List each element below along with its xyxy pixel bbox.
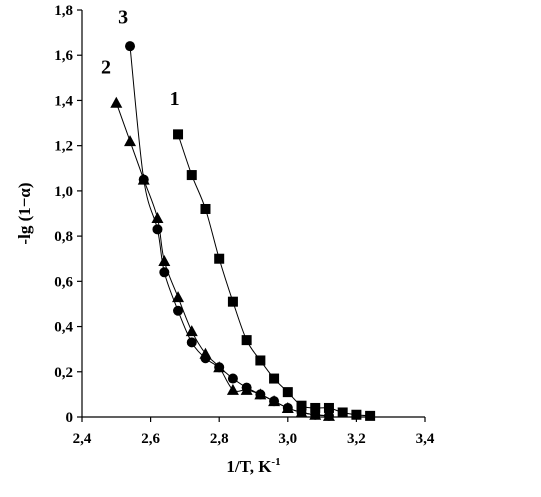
- data-point-square: [269, 373, 280, 384]
- data-point-circle: [159, 267, 170, 278]
- series-label: 3: [118, 7, 128, 29]
- data-point-circle: [186, 337, 197, 348]
- data-point-triangle: [185, 325, 198, 337]
- series-3: [125, 41, 334, 421]
- data-point-square: [310, 402, 321, 413]
- series-1: [173, 129, 376, 421]
- data-point-square: [214, 253, 225, 264]
- data-point-square: [351, 409, 362, 420]
- data-point-circle: [241, 382, 252, 393]
- y-axis-title: -lg (1−α): [15, 182, 34, 244]
- data-point-square: [296, 400, 307, 411]
- data-point-circle: [282, 402, 293, 413]
- data-point-circle: [323, 410, 334, 421]
- x-tick-label: 2,4: [73, 431, 92, 447]
- data-point-circle: [138, 174, 149, 185]
- x-tick-label: 2,8: [210, 431, 229, 447]
- x-tick-label: 2,6: [141, 431, 160, 447]
- x-axis-title-superscript: -1: [271, 456, 280, 468]
- data-point-triangle: [124, 135, 137, 147]
- data-point-circle: [200, 353, 211, 364]
- data-point-square: [365, 410, 376, 421]
- data-point-triangle: [158, 254, 171, 266]
- y-tick-label: 1,6: [54, 48, 73, 64]
- x-axis-title-text: 1/T, K: [226, 457, 272, 476]
- data-point-square: [323, 402, 334, 413]
- data-point-square: [337, 407, 348, 418]
- data-point-circle: [125, 41, 136, 52]
- data-point-circle: [310, 409, 321, 420]
- data-point-square: [186, 170, 197, 181]
- data-point-square: [282, 387, 293, 398]
- y-tick-label: 0,4: [54, 320, 73, 336]
- x-tick-label: 3,0: [278, 431, 297, 447]
- data-point-square: [200, 203, 211, 214]
- data-point-square: [227, 296, 238, 307]
- data-point-circle: [296, 407, 307, 418]
- data-point-triangle: [172, 291, 185, 303]
- data-point-square: [173, 129, 184, 140]
- x-tick-label: 3,4: [416, 431, 435, 447]
- data-point-circle: [214, 362, 225, 373]
- y-tick-label: 0,6: [54, 274, 73, 290]
- data-point-circle: [227, 373, 238, 384]
- y-tick-label: 0,2: [54, 365, 73, 381]
- y-tick-label: 1,4: [54, 93, 73, 109]
- series-label: 2: [101, 56, 111, 78]
- x-axis-title: 1/T, K-1: [226, 456, 280, 476]
- axes-layer: 0 0,2 0,4 0,6 0,8 1,0 1,2 1,4 1,6 1,8 2,4 2,6 2,8 3,0…: [15, 3, 435, 476]
- data-point-square: [241, 335, 252, 346]
- data-point-triangle: [151, 212, 164, 224]
- data-point-circle: [269, 396, 280, 407]
- y-tick-label: 0,8: [54, 229, 73, 245]
- y-tick-label: 1,0: [54, 184, 73, 200]
- labels-layer: 1 2 3: [101, 7, 180, 110]
- y-tick-label: 0: [66, 410, 74, 426]
- data-point-square: [255, 355, 266, 366]
- y-tick-label: 1,8: [54, 3, 73, 19]
- series-layer: [110, 41, 376, 421]
- data-point-circle: [152, 224, 163, 235]
- x-tick-label: 3,2: [347, 431, 366, 447]
- data-point-circle: [173, 305, 184, 316]
- series-label: 1: [170, 88, 180, 110]
- data-point-triangle: [226, 383, 239, 395]
- y-tick-label: 1,2: [54, 139, 73, 155]
- data-point-circle: [255, 389, 266, 400]
- data-point-triangle: [110, 96, 123, 108]
